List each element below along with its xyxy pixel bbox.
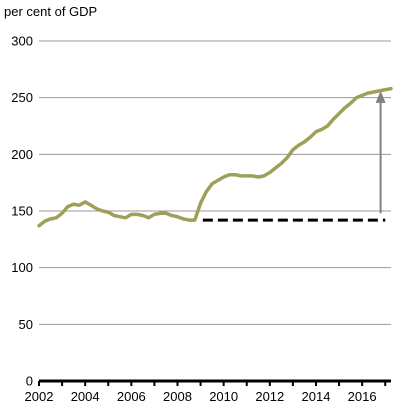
- data-point: [49, 218, 51, 220]
- x-axis: [38, 379, 391, 386]
- x-tick-label: 2012: [255, 389, 284, 404]
- data-point: [38, 225, 40, 227]
- data-point: [67, 205, 69, 207]
- data-point: [217, 179, 219, 181]
- data-point: [286, 157, 288, 159]
- y-tick-label: 200: [11, 147, 33, 162]
- data-point: [171, 214, 173, 216]
- data-point: [136, 213, 138, 215]
- data-point: [332, 118, 334, 120]
- y-tick-label: 100: [11, 260, 33, 275]
- data-point: [61, 212, 63, 214]
- data-point: [321, 128, 323, 130]
- data-point: [211, 183, 213, 185]
- x-tick-label: 2014: [302, 389, 331, 404]
- y-tick-label: 250: [11, 90, 33, 105]
- data-point: [390, 87, 392, 89]
- series-line-0: [37, 86, 393, 228]
- data-point: [367, 92, 369, 94]
- data-point: [159, 212, 161, 214]
- annotations: [202, 90, 386, 222]
- data-point: [378, 90, 380, 92]
- data-point: [130, 213, 132, 215]
- data-point: [349, 102, 351, 104]
- data-point: [338, 112, 340, 114]
- x-tick-label: 2002: [25, 389, 54, 404]
- data-point: [373, 91, 375, 93]
- data-point: [78, 204, 80, 206]
- data-point: [303, 141, 305, 143]
- data-point: [96, 208, 98, 210]
- data-point: [84, 201, 86, 203]
- y-tick-label: 50: [19, 317, 33, 332]
- data-point: [194, 219, 196, 221]
- data-point: [257, 176, 259, 178]
- x-tick-label: 2004: [71, 389, 100, 404]
- data-point: [384, 89, 386, 91]
- y-tick-label: 0: [26, 374, 33, 389]
- data-point: [55, 217, 57, 219]
- data-point: [240, 175, 242, 177]
- gridlines: [39, 40, 391, 325]
- y-tick-label: 300: [11, 34, 33, 49]
- data-point: [153, 213, 155, 215]
- x-tick-label: 2010: [209, 389, 238, 404]
- data-point: [101, 210, 103, 212]
- data-point: [280, 162, 282, 164]
- data-point: [72, 203, 74, 205]
- data-point: [326, 125, 328, 127]
- x-tick-label: 2008: [163, 389, 192, 404]
- data-point: [246, 175, 248, 177]
- data-point: [298, 144, 300, 146]
- x-tick-label: 2006: [117, 389, 146, 404]
- data-point: [315, 131, 317, 133]
- increase-arrow-head: [375, 90, 386, 103]
- y-tick-label: 150: [11, 204, 33, 219]
- data-point: [188, 219, 190, 221]
- y-tick-labels: 0 50 100 150 200 250 300: [11, 34, 33, 389]
- series-group: [37, 86, 393, 228]
- data-point: [251, 175, 253, 177]
- data-point: [165, 212, 167, 214]
- data-point: [223, 176, 225, 178]
- x-tick-labels: 2002 2004 2006 2008 2010 2012 2014 2016: [25, 389, 377, 404]
- data-point: [199, 202, 201, 204]
- data-point: [113, 214, 115, 216]
- data-point: [228, 174, 230, 176]
- data-point: [176, 216, 178, 218]
- data-point: [142, 214, 144, 216]
- data-point: [119, 216, 121, 218]
- data-point: [124, 217, 126, 219]
- data-point: [44, 220, 46, 222]
- data-point: [90, 204, 92, 206]
- x-tick-label: 2016: [348, 389, 377, 404]
- data-point: [309, 136, 311, 138]
- data-point: [147, 217, 149, 219]
- data-point: [344, 107, 346, 109]
- data-point: [263, 175, 265, 177]
- y-axis-unit-label: per cent of GDP: [4, 4, 97, 19]
- data-point: [355, 97, 357, 99]
- data-point: [361, 94, 363, 96]
- data-point: [182, 218, 184, 220]
- data-point: [269, 171, 271, 173]
- data-point: [292, 149, 294, 151]
- data-point: [107, 211, 109, 213]
- data-point: [234, 174, 236, 176]
- data-point: [274, 167, 276, 169]
- data-point: [205, 191, 207, 193]
